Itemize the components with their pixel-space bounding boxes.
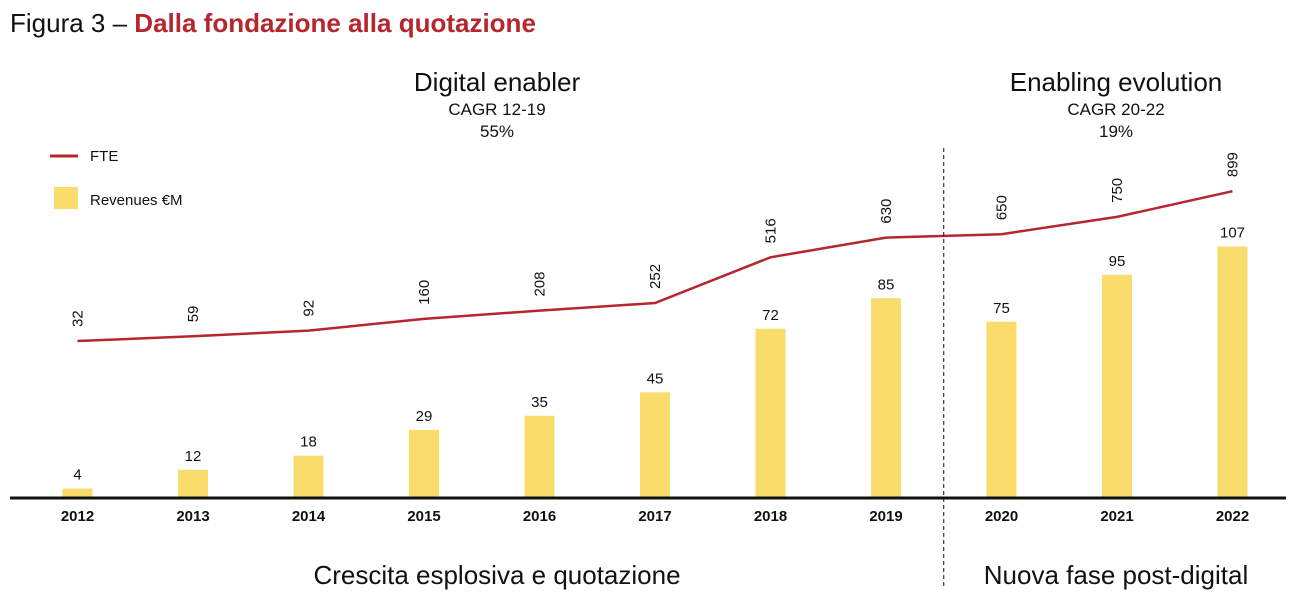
bar-label-2019: 85: [878, 276, 895, 293]
x-tick-2016: 2016: [523, 508, 556, 525]
bar-2018: [755, 328, 786, 498]
x-tick-2013: 2013: [176, 508, 209, 525]
bar-label-2016: 35: [531, 394, 548, 411]
bar-2014: [293, 455, 324, 498]
x-tick-2018: 2018: [754, 508, 787, 525]
phase-2-cagr-label: CAGR 20-22: [1067, 100, 1164, 119]
bar-label-2012: 4: [73, 467, 81, 484]
legend: FTE Revenues €M: [50, 148, 183, 209]
phase-2-cagr-value: 19%: [1099, 122, 1133, 141]
phase-1-title: Digital enabler: [414, 67, 581, 97]
bar-2021: [1102, 274, 1132, 498]
x-tick-2015: 2015: [407, 508, 440, 525]
x-tick-2017: 2017: [638, 508, 671, 525]
bar-label-2017: 45: [647, 370, 664, 387]
fte-label-2016: 208: [532, 272, 549, 297]
phase-1-footer: Crescita esplosiva e quotazione: [313, 560, 680, 590]
fte-label-2013: 59: [185, 306, 202, 323]
bar-2012: [62, 488, 93, 498]
bar-label-2014: 18: [300, 434, 317, 451]
fte-label-2019: 630: [878, 199, 895, 224]
fte-label-2022: 899: [1225, 152, 1242, 177]
legend-bar-swatch: [54, 187, 78, 209]
fte-label-2014: 92: [301, 300, 318, 317]
fte-label-2012: 32: [70, 310, 87, 327]
bar-label-2013: 12: [185, 448, 202, 465]
x-tick-2022: 2022: [1216, 508, 1249, 525]
phase-1-cagr-value: 55%: [480, 122, 514, 141]
bar-label-2015: 29: [416, 408, 433, 425]
bar-label-2022: 107: [1220, 225, 1245, 242]
phase-2-footer: Nuova fase post-digital: [984, 560, 1248, 590]
fte-label-2020: 650: [994, 195, 1011, 220]
bar-label-2018: 72: [762, 307, 779, 324]
chart-title: Figura 3 – Dalla fondazione alla quotazi…: [10, 8, 536, 39]
fte-label-2018: 516: [763, 218, 780, 243]
bar-2013: [178, 469, 208, 498]
legend-line-label: FTE: [90, 148, 118, 165]
fte-line: [77, 189, 1233, 343]
x-tick-2014: 2014: [292, 508, 326, 525]
bar-2020: [986, 321, 1017, 498]
title-main: Dalla fondazione alla quotazione: [134, 8, 536, 38]
phase-2-title: Enabling evolution: [1010, 67, 1223, 97]
bar-label-2021: 95: [1109, 253, 1126, 270]
bar-2019: [871, 298, 901, 498]
x-tick-2019: 2019: [869, 508, 902, 525]
title-lead: Figura 3 –: [10, 8, 135, 38]
x-tick-2012: 2012: [61, 508, 94, 525]
phase-1-cagr-label: CAGR 12-19: [448, 100, 545, 119]
bar-2016: [524, 415, 555, 498]
bar-2022: [1217, 246, 1248, 498]
fte-label-2015: 160: [416, 280, 433, 305]
fte-label-2021: 750: [1109, 178, 1126, 203]
bar-label-2020: 75: [993, 300, 1010, 317]
fte-label-2017: 252: [647, 264, 664, 289]
legend-bar-label: Revenues €M: [90, 192, 183, 209]
bar-2017: [640, 392, 670, 498]
x-tick-2020: 2020: [985, 508, 1018, 525]
bar-2015: [409, 429, 439, 498]
x-tick-2021: 2021: [1100, 508, 1133, 525]
